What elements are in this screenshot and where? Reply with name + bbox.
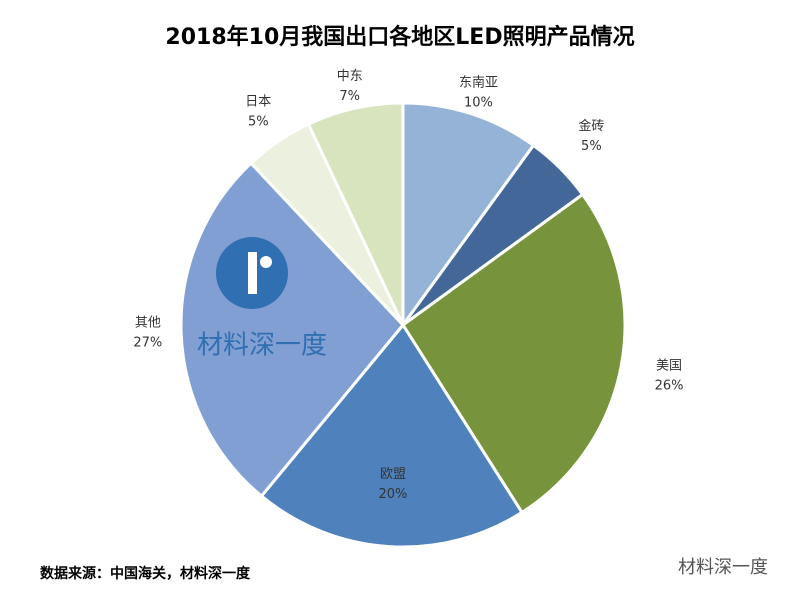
logo-glyph — [260, 256, 272, 268]
logo-text: 材料深一度 — [197, 331, 327, 361]
watermark: 材料深一度 — [678, 557, 768, 578]
slice-label: 日本 — [245, 95, 271, 110]
pie-slice — [400, 192, 627, 515]
slice-label: 其他 — [135, 316, 161, 331]
slice-label: 欧盟 — [380, 467, 406, 482]
logo-glyph — [248, 252, 257, 294]
slice-label: 金砖 — [578, 118, 604, 134]
value-label: 26% — [655, 378, 684, 393]
slice-label: 东南亚 — [459, 74, 498, 90]
value-label: 7% — [339, 89, 360, 104]
value-label: 20% — [379, 487, 408, 502]
chart-title: 2018年10月我国出口各地区LED照明产品情况 — [165, 24, 634, 50]
slice-label: 中东 — [337, 69, 363, 84]
logo: 材料深一度 — [197, 237, 327, 361]
value-label: 10% — [464, 95, 493, 110]
value-label: 5% — [581, 139, 602, 154]
pie-slice — [306, 101, 405, 326]
slice-label: 美国 — [656, 358, 682, 373]
value-label: 27% — [133, 336, 162, 351]
source-note: 数据来源：中国海关，材料深一度 — [40, 565, 251, 582]
value-label: 5% — [248, 115, 269, 130]
pie-slice — [259, 322, 525, 549]
pie-slice — [401, 101, 536, 330]
